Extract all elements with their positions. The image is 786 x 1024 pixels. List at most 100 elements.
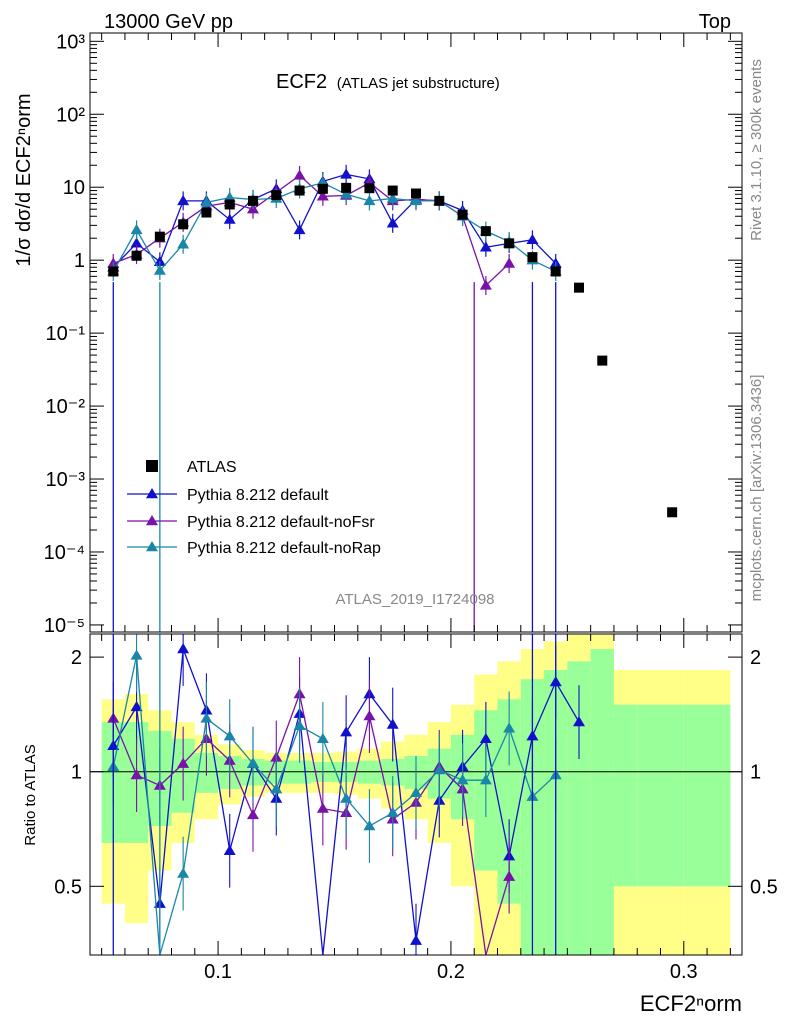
ratio-point-noFsr bbox=[503, 870, 516, 881]
point-default bbox=[479, 241, 492, 252]
ratio-point-noRap bbox=[479, 774, 492, 785]
point-noRap bbox=[363, 194, 376, 206]
ratio-tick-label: 1 bbox=[71, 762, 82, 784]
x-tick-label: 0.1 bbox=[204, 961, 232, 983]
ratio-point-default bbox=[573, 716, 585, 727]
ratio-point-noFsr bbox=[177, 757, 190, 768]
band-inner-bin bbox=[660, 704, 684, 887]
ratio-tick-label-right: 1 bbox=[750, 762, 761, 784]
point-atlas bbox=[108, 266, 119, 277]
point-atlas bbox=[597, 355, 608, 366]
point-atlas bbox=[271, 190, 282, 201]
line-default bbox=[112, 173, 557, 268]
point-atlas bbox=[317, 183, 328, 194]
legend-marker bbox=[146, 515, 158, 526]
line-noFsr bbox=[113, 174, 510, 287]
legend-label: Pythia 8.212 default-noFsr bbox=[187, 514, 375, 531]
ratio-point-default bbox=[223, 844, 236, 855]
legend-label: Pythia 8.212 default-noRap bbox=[187, 540, 381, 557]
legend-label: Pythia 8.212 default bbox=[187, 487, 329, 504]
ratio-tick-label-right: 2 bbox=[750, 647, 761, 669]
point-atlas bbox=[131, 250, 142, 261]
ratio-tick-label: 0.5 bbox=[54, 876, 82, 898]
ratio-line-noRap bbox=[112, 655, 557, 956]
legend: ATLAS Pythia 8.212 default Pythia 8.212 de… bbox=[127, 459, 381, 557]
rivet-label: Rivet 3.1.10, ≥ 300k events bbox=[748, 59, 765, 241]
point-default bbox=[153, 255, 166, 266]
point-default bbox=[386, 217, 399, 228]
ratio-point-noFsr bbox=[316, 802, 329, 813]
point-noRap bbox=[223, 191, 236, 202]
header-left: 13000 GeV pp bbox=[104, 11, 233, 33]
point-atlas bbox=[224, 199, 235, 210]
point-noRap bbox=[130, 223, 143, 235]
point-default bbox=[293, 223, 306, 235]
point-atlas bbox=[364, 183, 375, 194]
y-tick-label: 10³ bbox=[56, 31, 85, 53]
point-atlas bbox=[667, 507, 678, 518]
point-noFsr bbox=[503, 257, 516, 268]
ratio-frame bbox=[89, 633, 743, 956]
axes bbox=[89, 32, 743, 956]
legend-marker bbox=[146, 488, 158, 499]
ratio-point-noRap bbox=[200, 712, 213, 723]
ratio-point-noRap bbox=[456, 774, 469, 785]
ratio-point-noRap bbox=[270, 783, 283, 794]
point-atlas bbox=[341, 182, 352, 193]
point-atlas bbox=[201, 207, 212, 218]
watermark: ATLAS_2019_I1724098 bbox=[335, 591, 494, 608]
point-default bbox=[526, 233, 539, 245]
band-inner-bin bbox=[637, 704, 661, 887]
tick-labels: 10⁻⁵ 10⁻⁴ 10⁻³ 10⁻² 10⁻¹ 1 10 10² 10³ 0.1 0.2 0.3 0.… bbox=[44, 31, 778, 983]
ratio-point-noRap bbox=[293, 719, 306, 731]
y-tick-label: 1 bbox=[74, 250, 85, 272]
ratio-point-noFsr bbox=[130, 769, 143, 780]
point-noFsr bbox=[479, 279, 492, 290]
chart-title: ECF2 (ATLAS jet substructure) bbox=[276, 71, 500, 93]
y-tick-label: 10⁻¹ bbox=[46, 323, 86, 345]
legend-marker bbox=[146, 541, 158, 552]
point-atlas bbox=[294, 185, 305, 196]
ratio-point-default bbox=[386, 718, 399, 729]
point-atlas bbox=[550, 266, 561, 277]
point-default bbox=[223, 213, 236, 224]
chart-subtitle: (ATLAS jet substructure) bbox=[337, 75, 500, 92]
ratio-point-default bbox=[340, 726, 353, 737]
ratio-point-noRap bbox=[433, 764, 446, 775]
ratio-point-noRap bbox=[340, 792, 353, 803]
ratio-point-default bbox=[130, 700, 143, 712]
point-default bbox=[177, 194, 190, 206]
band-inner-bin bbox=[567, 661, 591, 955]
point-noRap bbox=[153, 264, 166, 275]
point-atlas bbox=[248, 195, 258, 206]
point-noRap bbox=[410, 194, 422, 206]
ratio-point-noRap bbox=[223, 730, 236, 741]
ratio-y-label: Ratio to ATLAS bbox=[22, 744, 39, 845]
ratio-series bbox=[107, 634, 585, 956]
point-atlas bbox=[480, 226, 491, 237]
legend-marker-atlas bbox=[146, 460, 158, 472]
y-tick-label: 10² bbox=[56, 104, 85, 126]
main-frame bbox=[89, 32, 743, 633]
legend-label: ATLAS bbox=[187, 459, 237, 476]
band-inner-bin bbox=[497, 699, 521, 904]
ratio-point-default bbox=[177, 643, 190, 654]
point-atlas bbox=[154, 231, 165, 242]
point-atlas bbox=[457, 209, 468, 220]
y-axis-label: 1/σ dσ/d ECF2ⁿorm bbox=[13, 93, 35, 266]
ratio-point-noFsr bbox=[247, 808, 259, 820]
band-inner-bin bbox=[590, 649, 614, 955]
ratio-point-noRap bbox=[386, 806, 399, 817]
y-tick-label: 10⁻³ bbox=[46, 469, 86, 491]
y-tick-label: 10 bbox=[63, 177, 85, 199]
ratio-point-noRap bbox=[130, 649, 143, 660]
ratio-point-noFsr bbox=[363, 710, 376, 721]
x-tick-label: 0.3 bbox=[670, 961, 698, 983]
point-noRap bbox=[200, 196, 213, 207]
point-atlas bbox=[527, 252, 538, 263]
point-atlas bbox=[574, 282, 584, 293]
ratio-point-noRap bbox=[247, 757, 259, 768]
mcplots-label: mcplots.cern.ch [arXiv:1306.3436] bbox=[748, 375, 765, 602]
